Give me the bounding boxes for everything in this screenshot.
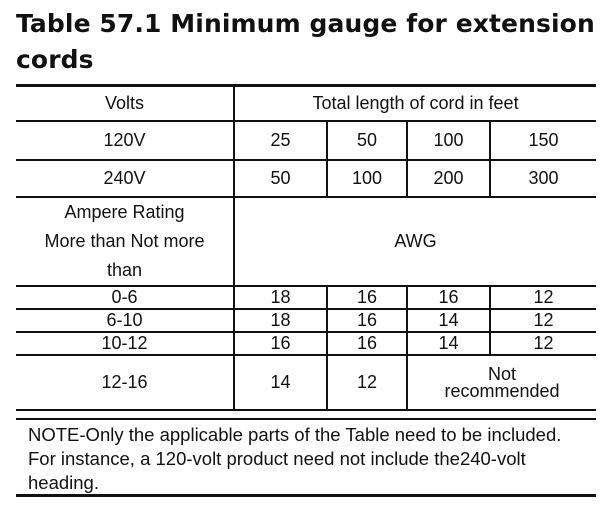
length-cell: 100 [326,159,408,198]
table-row: 12-16 14 12 Not recommended [16,354,597,411]
ampere-line-1: Ampere Rating [64,202,185,222]
voltage-label: 120V [16,120,235,161]
ampere-rating-header: Ampere Rating More than Not more than [16,196,235,287]
not-recommended-line-1: Not [488,363,517,384]
gauge-cell: 18 [233,308,328,333]
gauge-cell: 16 [233,331,328,356]
ampere-line-3: than [106,260,143,280]
table-row: 10-12 16 16 14 12 [16,331,597,356]
gauge-cell: 12 [488,308,597,333]
length-cell: 25 [233,120,328,161]
ampere-range: 10-12 [16,331,235,356]
gauge-cell: 14 [406,331,491,356]
length-cell: 50 [326,120,408,161]
ampere-range: 12-16 [16,354,235,411]
gauge-cell: 14 [233,354,328,411]
ampere-range: 0-6 [16,285,235,310]
gauge-cell: 14 [406,308,491,333]
gauge-cell: 16 [406,285,491,310]
gauge-table: Volts Total length of cord in feet 120V … [16,87,597,411]
table-note: NOTE-Only the applicable parts of the Ta… [16,418,596,493]
length-cell: 50 [233,159,328,198]
gauge-cell: 12 [326,354,408,411]
top-rule [16,84,596,87]
gauge-cell: 16 [326,331,408,356]
table-title: Table 57.1 Minimum gauge for extension c… [16,9,595,74]
ampere-line-2: More than Not more [44,231,205,251]
table-row: 120V 25 50 100 150 [16,120,597,161]
ampere-range: 6-10 [16,308,235,333]
length-cell: 300 [488,159,597,198]
gauge-cell: 16 [326,285,408,310]
bottom-rule [16,494,596,497]
gauge-cell: 18 [233,285,328,310]
length-cell: 200 [406,159,491,198]
length-cell: 150 [488,120,597,161]
table-row: 240V 50 100 200 300 [16,159,597,198]
volts-header: Volts [16,87,235,122]
not-recommended-line-2: recommended [444,380,560,401]
not-recommended-cell: Not recommended [405,354,597,411]
table-row: 0-6 18 16 16 12 [16,285,597,310]
total-length-header: Total length of cord in feet [232,87,597,122]
table-row: 6-10 18 16 14 12 [16,308,597,333]
voltage-label: 240V [16,159,235,198]
gauge-cell: 12 [488,285,597,310]
ampere-header-row: Ampere Rating More than Not more than AW… [16,196,597,287]
awg-header: AWG [232,196,597,287]
length-cell: 100 [406,120,491,161]
gauge-cell: 12 [488,331,597,356]
gauge-cell: 16 [326,308,408,333]
table-header-row: Volts Total length of cord in feet [16,87,597,122]
